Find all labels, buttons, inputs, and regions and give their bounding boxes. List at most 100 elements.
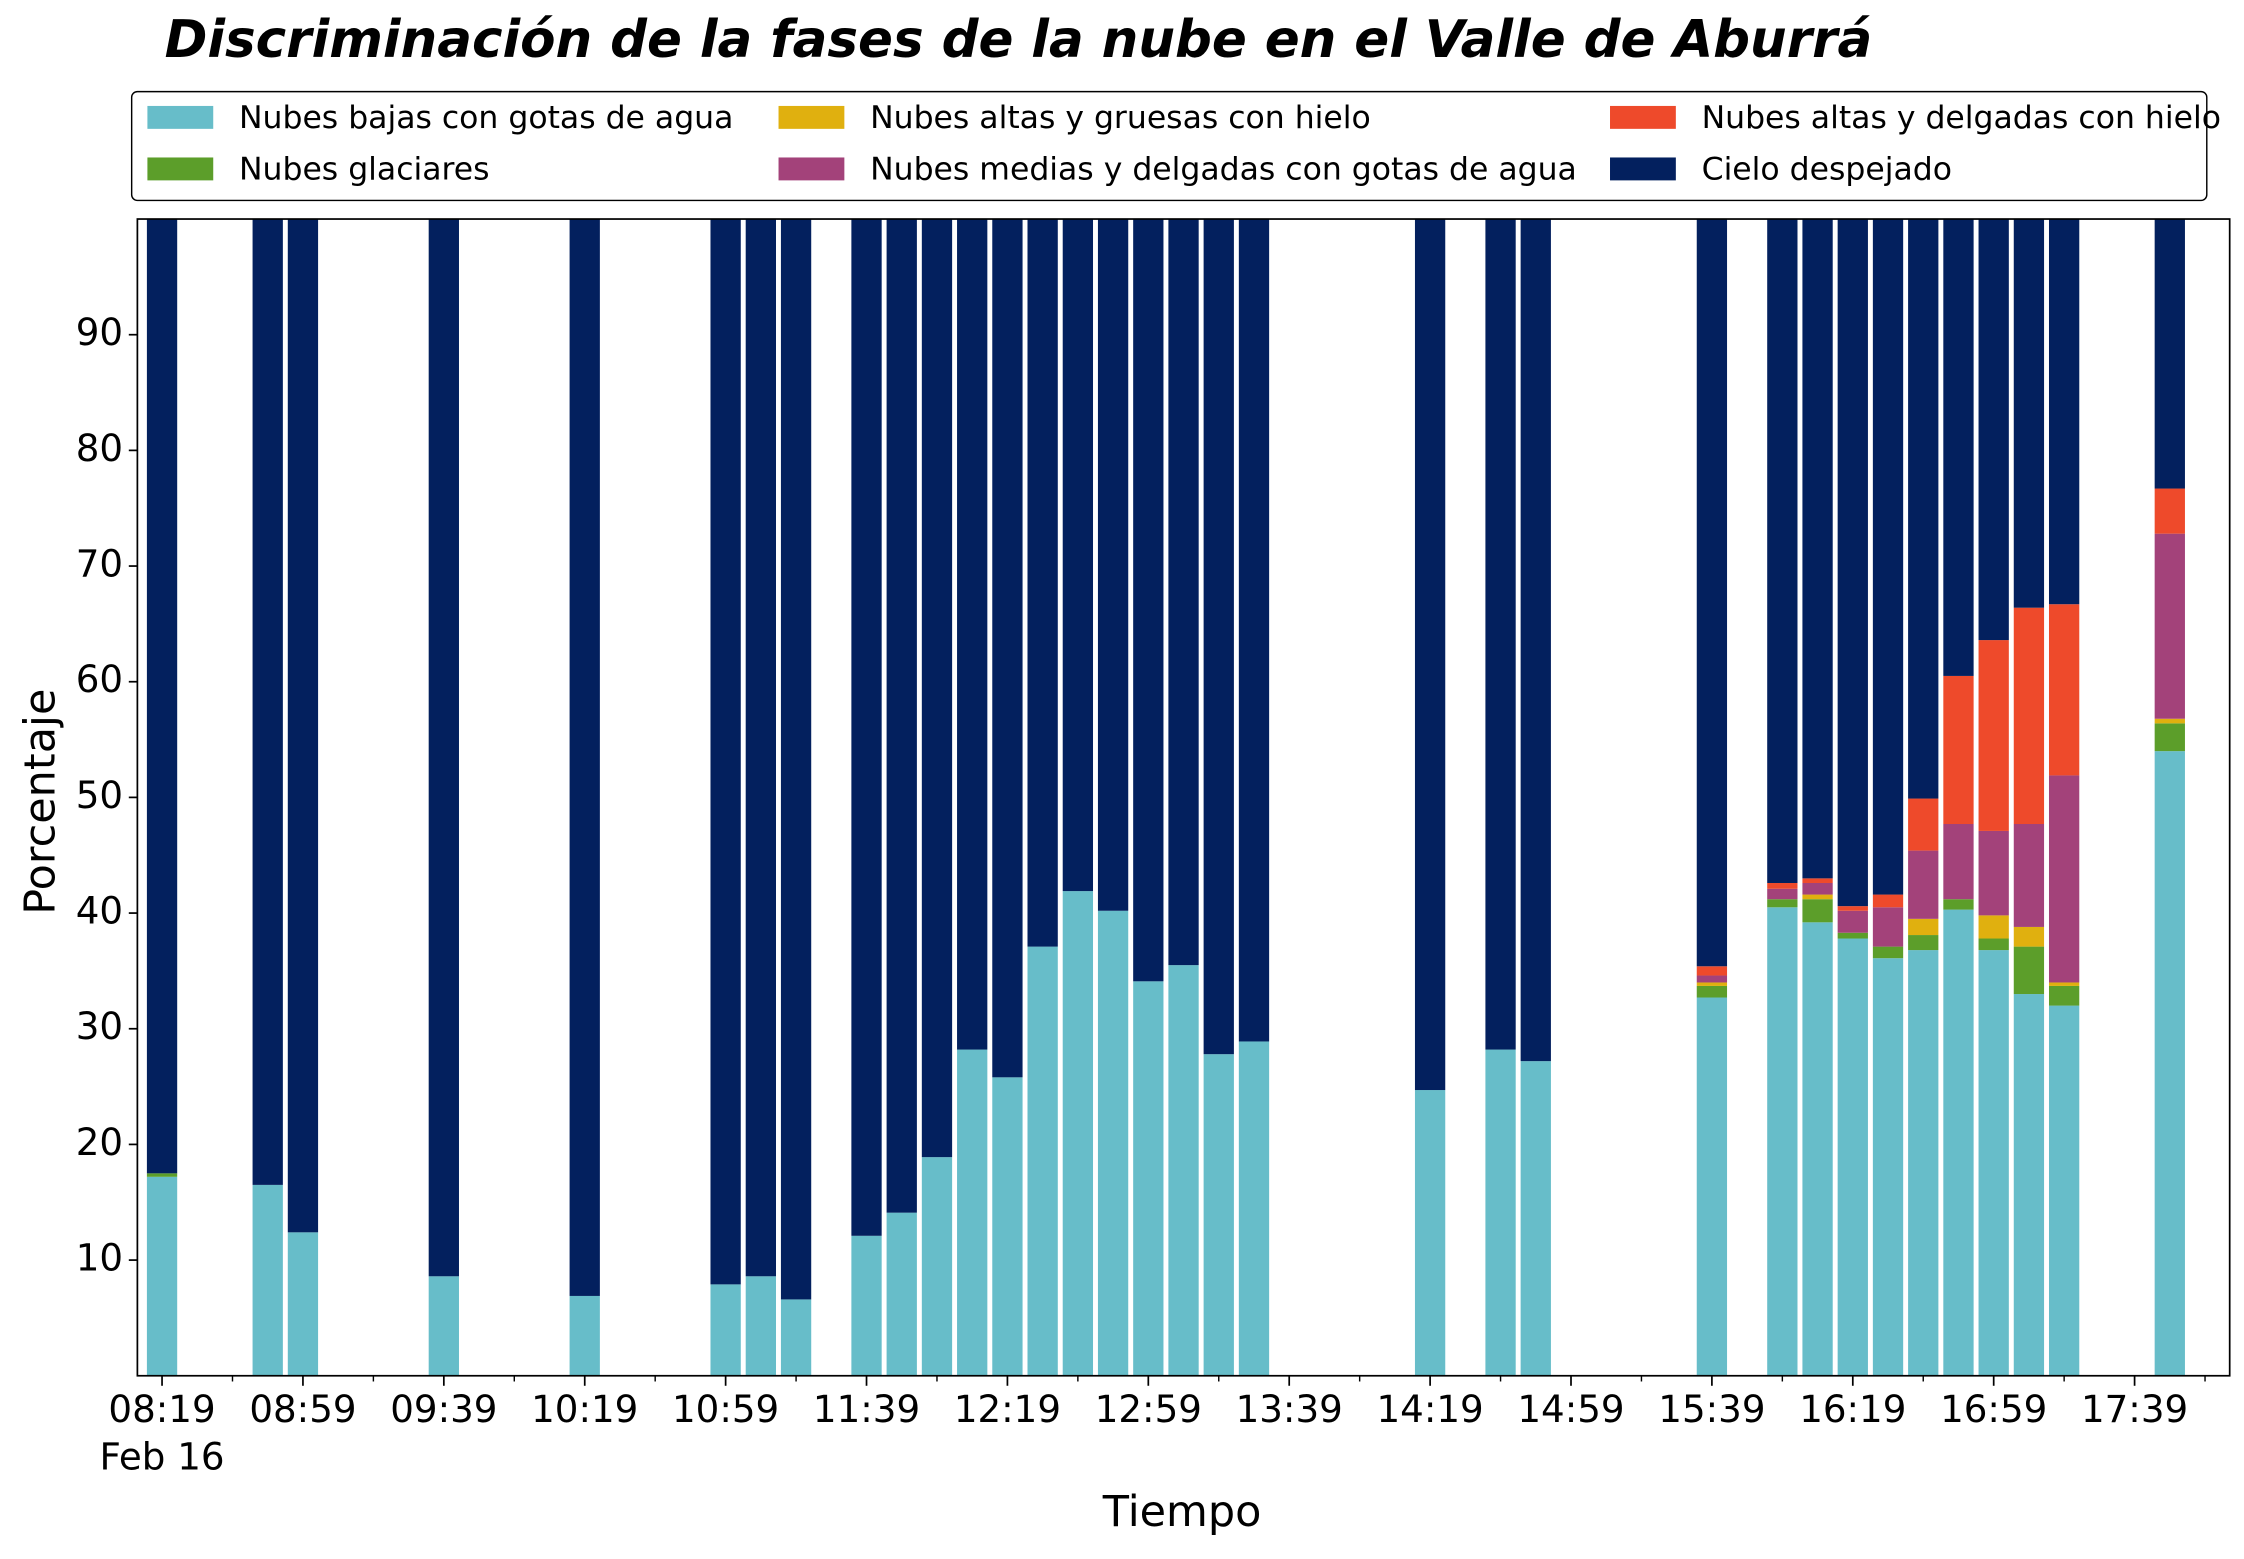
bar-segment — [1872, 894, 1904, 908]
bar-segment — [2048, 985, 2080, 1006]
bar-segment — [1872, 958, 1904, 1376]
bar-segment — [1696, 219, 1728, 967]
legend-frame — [130, 90, 2208, 202]
bar-segment — [2154, 718, 2185, 724]
y-tick-label: 50 — [76, 773, 123, 817]
x-tick-label: 12:59 — [1095, 1387, 1202, 1431]
bar-segment — [1133, 219, 1164, 982]
bar-segment — [1908, 950, 1939, 1376]
bar-segment — [1802, 219, 1833, 879]
bar-segment — [1414, 219, 1446, 1091]
x-axis-label: Tiempo — [1102, 1487, 1262, 1537]
bar-segment — [2154, 723, 2185, 752]
bar-segment — [1097, 219, 1129, 911]
bar-segment — [569, 219, 600, 1296]
x-tick-label: 09:39 — [390, 1387, 497, 1431]
bar-segment — [992, 1077, 1023, 1376]
bar-segment — [146, 1176, 178, 1376]
x-tick-label: 17:39 — [2081, 1387, 2188, 1431]
y-tick-label: 30 — [76, 1004, 123, 1048]
legend-label: Nubes medias y delgadas con gotas de agu… — [870, 151, 1577, 187]
bar-segment — [1872, 219, 1904, 895]
y-tick-label: 20 — [76, 1120, 123, 1164]
chart-title: Discriminación de la fases de la nube en… — [165, 10, 1873, 70]
bar-segment — [851, 219, 882, 1236]
bar-segment — [710, 219, 741, 1285]
bar-segment — [1168, 219, 1199, 966]
bar-segment — [428, 219, 459, 1277]
bar-segment — [1062, 219, 1094, 892]
x-tick-label: 08:59 — [249, 1387, 356, 1431]
bar-segment — [1696, 982, 1728, 986]
legend-swatch — [1610, 157, 1676, 181]
bar-segment — [1168, 965, 1199, 1376]
legend-swatch — [147, 157, 214, 181]
bar-segment — [1978, 219, 2009, 641]
bar-segment — [1696, 997, 1728, 1376]
legend-swatch — [147, 105, 214, 129]
bar-segment — [1097, 910, 1129, 1376]
bar-segment — [1908, 935, 1939, 951]
bar-segment — [1696, 975, 1728, 983]
bar-segment — [1943, 823, 1974, 900]
y-axis-label: Porcentaje — [15, 689, 65, 915]
x-tick-label: 16:19 — [1799, 1387, 1906, 1431]
bar-segment — [1943, 909, 1974, 1376]
bar-segment — [1908, 798, 1939, 851]
bar-segment — [886, 1212, 917, 1376]
bar-segment — [2154, 751, 2185, 1376]
x-tick-label: 14:19 — [1377, 1387, 1484, 1431]
bar-segment — [992, 219, 1023, 1078]
y-tick-label: 60 — [76, 657, 123, 701]
bar-segment — [2013, 994, 2045, 1376]
bar-segment — [1872, 946, 1904, 959]
x-tick-label: 13:39 — [1236, 1387, 1343, 1431]
bar-segment — [1696, 985, 1728, 998]
bar-segment — [1908, 850, 1939, 919]
bar-segment — [1485, 1049, 1516, 1376]
bar-segment — [1837, 910, 1868, 933]
bar-segment — [2154, 488, 2185, 534]
bar-segment — [745, 219, 776, 1277]
x-tick-label: 15:39 — [1658, 1387, 1765, 1431]
bar-segment — [780, 219, 812, 1300]
bar-segment — [2048, 982, 2080, 986]
bar-segment — [1837, 906, 1868, 911]
legend-swatch — [1610, 105, 1676, 129]
bar-segment — [1520, 219, 1551, 1062]
bar-segment — [2013, 219, 2045, 608]
bar-segment — [1837, 219, 1868, 907]
bar-segment — [2013, 926, 2045, 947]
bar-segment — [2048, 219, 2080, 605]
bar-segment — [2048, 1005, 2080, 1376]
bar-segment — [921, 219, 953, 1158]
bar-segment — [1767, 907, 1798, 1376]
bar-segment — [780, 1299, 812, 1376]
bar-segment — [1203, 219, 1234, 1055]
bar-segment — [146, 1173, 178, 1177]
bar-segment — [1767, 888, 1798, 900]
bar-segment — [2154, 219, 2185, 489]
x-date-label: Feb 16 — [100, 1434, 225, 1478]
bar-segment — [1978, 915, 2009, 939]
x-tick-label: 08:19 — [108, 1387, 215, 1431]
bar-segment — [1485, 219, 1516, 1050]
bar-segment — [851, 1235, 882, 1376]
x-tick-label: 14:59 — [1517, 1387, 1624, 1431]
legend-label: Nubes glaciares — [239, 151, 490, 187]
bar-segment — [1062, 891, 1094, 1376]
x-tick-label: 10:59 — [672, 1387, 779, 1431]
y-tick-label: 40 — [76, 889, 123, 933]
bar-segment — [1767, 882, 1798, 889]
bar-segment — [2013, 946, 2045, 995]
legend-label: Nubes altas y delgadas con hielo — [1702, 100, 2221, 136]
y-tick-label: 80 — [76, 426, 123, 470]
bar-segment — [1837, 938, 1868, 1376]
y-tick-label: 70 — [76, 542, 123, 586]
bar-segment — [1238, 1041, 1270, 1376]
bar-segment — [1802, 899, 1833, 923]
bar-segment — [287, 1232, 319, 1376]
bar-segment — [2013, 823, 2045, 927]
bar-segment — [1027, 946, 1058, 1376]
